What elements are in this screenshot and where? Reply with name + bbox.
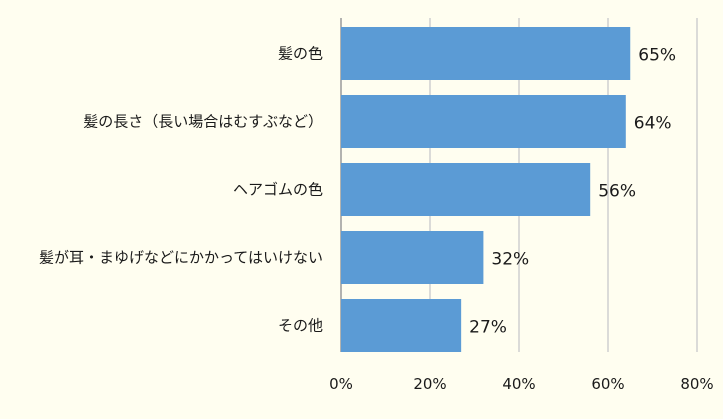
x-tick-label: 0%: [329, 375, 353, 393]
bar: [341, 163, 591, 216]
data-label: 64%: [634, 114, 672, 134]
bar: [341, 27, 631, 80]
x-tick-label: 40%: [502, 375, 535, 393]
category-label: ヘアゴムの色: [233, 181, 323, 199]
category-label: 髪の色: [278, 45, 323, 63]
data-label: 27%: [469, 318, 507, 338]
x-tick-label: 60%: [591, 375, 624, 393]
category-label: 髪が耳・まゆげなどにかかってはいけない: [39, 249, 323, 267]
category-label: 髪の長さ（長い場合はむすぶなど）: [83, 113, 323, 131]
data-label: 65%: [638, 46, 676, 66]
x-tick-label: 20%: [413, 375, 446, 393]
data-label: 56%: [598, 182, 636, 202]
bar: [341, 231, 484, 284]
bars: [341, 27, 631, 352]
bar: [341, 95, 626, 148]
bar: [341, 299, 462, 352]
data-label: 32%: [491, 250, 529, 270]
category-label: その他: [278, 317, 323, 335]
labels: 0% 20% 40% 60% 80% 髪の色 65% 髪の長さ（長い場合はむすぶなど） 64% ヘ…: [39, 45, 714, 394]
x-tick-label: 80%: [680, 375, 713, 393]
